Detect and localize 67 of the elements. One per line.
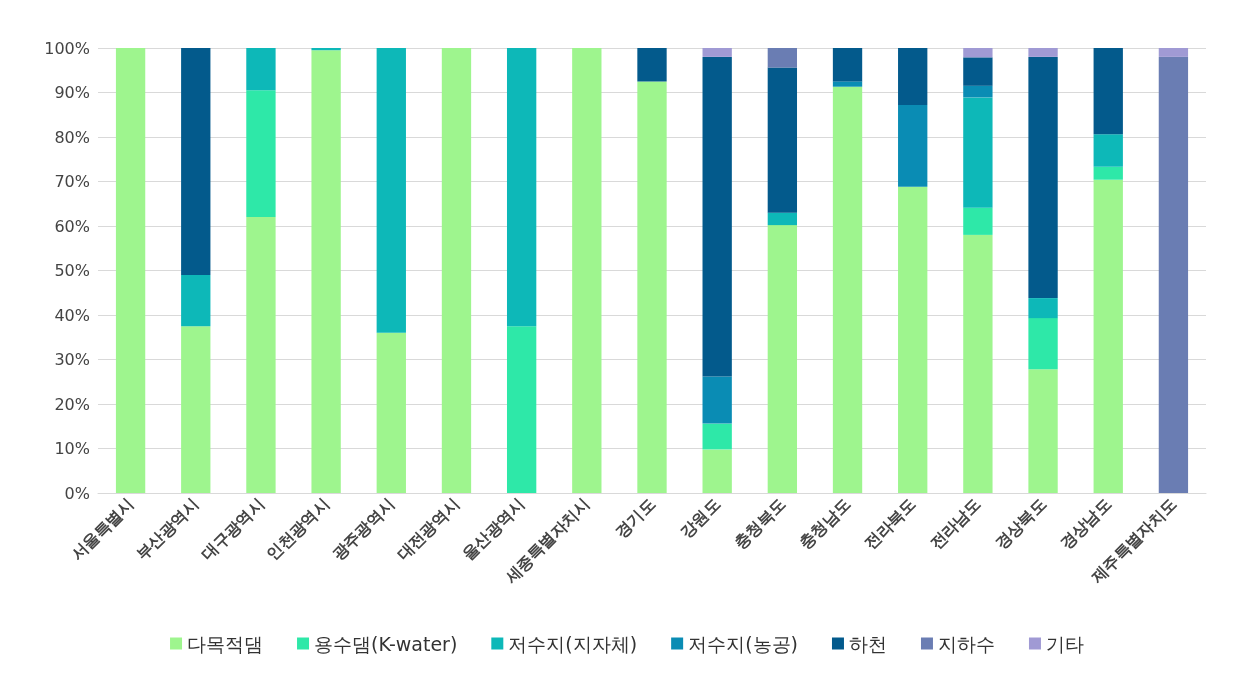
legend-label: 저수지(농공) xyxy=(688,632,798,655)
bar xyxy=(767,67,798,213)
bar xyxy=(963,48,993,58)
bar xyxy=(767,48,798,68)
legend-label: 하천 xyxy=(848,632,887,655)
bar xyxy=(1028,298,1058,319)
y-tick-label: 10% xyxy=(54,439,90,458)
bar xyxy=(1093,166,1123,180)
bar xyxy=(832,48,863,82)
bar xyxy=(181,48,211,275)
legend-label: 지하수 xyxy=(937,632,995,655)
bar xyxy=(1028,48,1058,57)
bar xyxy=(311,50,341,493)
bar xyxy=(832,81,863,87)
bar xyxy=(963,207,993,235)
bar xyxy=(702,449,732,493)
bar xyxy=(246,90,276,218)
bar xyxy=(376,48,406,333)
legend-label: 다목적댐 xyxy=(187,632,264,655)
bar xyxy=(898,48,928,105)
legend-label: 저수지(지자체) xyxy=(508,632,638,655)
bar xyxy=(1093,134,1123,167)
bar xyxy=(963,97,993,208)
bar xyxy=(702,376,732,424)
bar xyxy=(246,217,276,493)
y-tick-label: 50% xyxy=(54,261,90,280)
bar xyxy=(181,326,211,493)
bar xyxy=(898,104,928,187)
bar xyxy=(181,274,211,327)
bar xyxy=(572,48,602,493)
bar xyxy=(832,86,863,493)
bar xyxy=(1028,369,1058,493)
bar xyxy=(637,48,667,82)
bar xyxy=(702,56,732,377)
bar xyxy=(1158,56,1189,493)
y-tick-label: 30% xyxy=(54,350,90,369)
bar xyxy=(767,225,798,493)
y-tick-label: 0% xyxy=(64,483,90,503)
y-tick-label: 70% xyxy=(54,172,90,191)
bar xyxy=(702,423,732,450)
y-tick-label: 90% xyxy=(54,83,90,102)
bar xyxy=(963,234,993,493)
y-tick-label: 40% xyxy=(54,305,90,325)
bar xyxy=(246,48,276,91)
legend-label: 용수댐(K-water) xyxy=(314,632,458,655)
bar xyxy=(1158,48,1189,57)
bar xyxy=(898,186,928,493)
bar xyxy=(963,57,993,86)
bar xyxy=(767,212,798,226)
bar xyxy=(506,48,537,327)
legend-label: 기타 xyxy=(1045,632,1084,655)
bar xyxy=(637,81,667,493)
bar xyxy=(702,48,732,57)
bar xyxy=(115,48,146,493)
bar xyxy=(376,332,406,493)
bar xyxy=(311,48,341,51)
bar xyxy=(1028,318,1058,370)
bar xyxy=(1093,48,1123,135)
y-tick-label: 20% xyxy=(54,394,90,414)
bar xyxy=(441,48,472,493)
y-tick-label: 100% xyxy=(44,38,90,58)
bar xyxy=(506,326,537,493)
y-tick-label: 60% xyxy=(54,216,90,236)
bar xyxy=(1093,179,1123,493)
bar xyxy=(963,85,993,98)
y-tick-label: 80% xyxy=(54,127,90,147)
bar xyxy=(1028,56,1058,299)
